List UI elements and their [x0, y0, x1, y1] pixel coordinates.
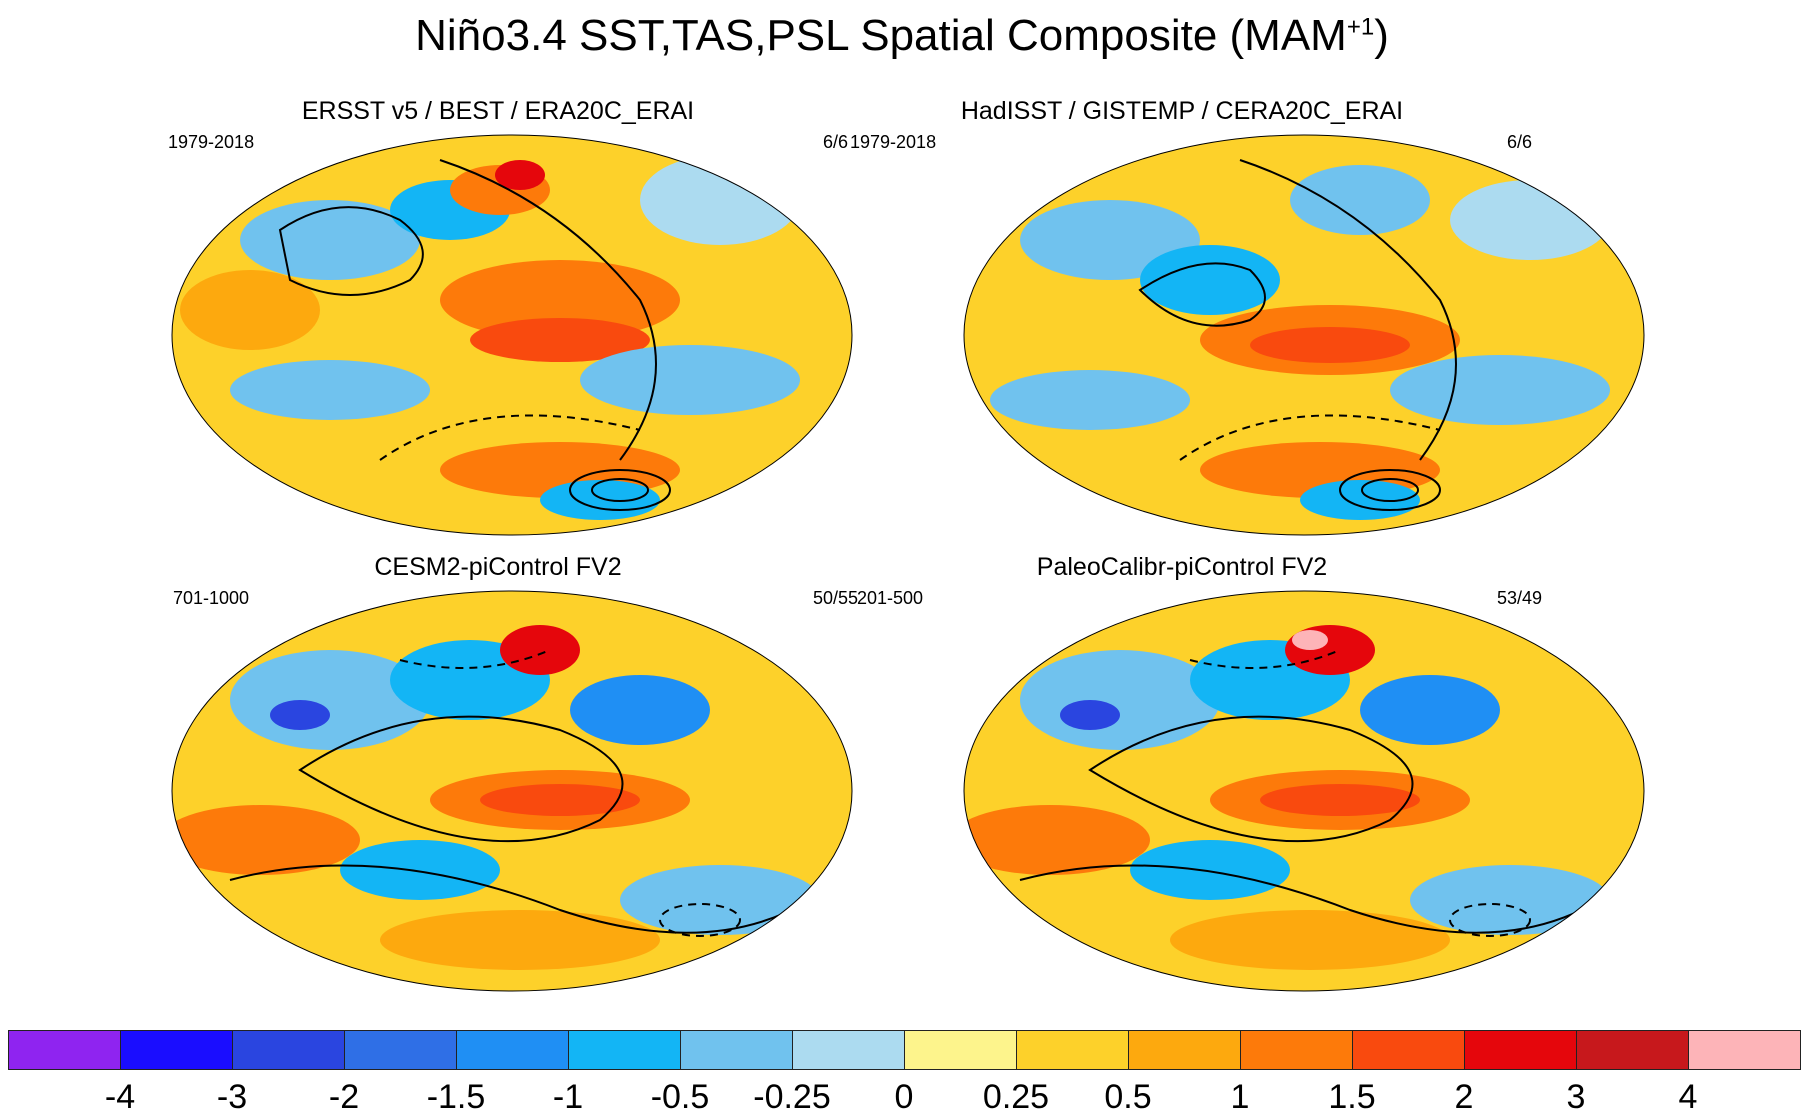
panel-ersst: ERSST v5 / BEST / ERA20C_ERAI 1979-2018 … [148, 96, 848, 546]
colorbar-label: 0.25 [982, 1078, 1050, 1116]
colorbar-swatch [1576, 1030, 1689, 1070]
colorbar-label: 3 [1566, 1078, 1586, 1116]
panel-hadisst: HadISST / GISTEMP / CERA20C_ERAI 1979-20… [832, 96, 1532, 546]
colorbar [8, 1030, 1801, 1072]
panel-title: CESM2-piControl FV2 [374, 553, 622, 581]
colorbar-label: -4 [104, 1078, 136, 1116]
colorbar-label: 0.5 [1104, 1078, 1152, 1116]
colorbar-swatch [680, 1030, 793, 1070]
colorbar-label: -0.25 [753, 1078, 831, 1116]
colorbar-label: 1.5 [1328, 1078, 1376, 1116]
colorbar-label: 1 [1230, 1078, 1250, 1116]
colorbar-swatch [8, 1030, 121, 1070]
panel-years: 701-1000 [173, 588, 250, 608]
panel-count: 53/49 [1496, 588, 1542, 608]
colorbar-label: -3 [216, 1078, 248, 1116]
colorbar-swatch [904, 1030, 1017, 1070]
colorbar-swatch [456, 1030, 569, 1070]
colorbar-label: 2 [1454, 1078, 1474, 1116]
colorbar-label: -1 [552, 1078, 584, 1116]
panel-years: 201-500 [857, 588, 924, 608]
colorbar-swatch [792, 1030, 905, 1070]
colorbar-swatch [1128, 1030, 1241, 1070]
colorbar-swatch [1688, 1030, 1801, 1070]
panel-title: HadISST / GISTEMP / CERA20C_ERAI [960, 97, 1404, 125]
colorbar-swatch [120, 1030, 233, 1070]
colorbar-label: -1.5 [426, 1078, 486, 1116]
colorbar-swatch [568, 1030, 681, 1070]
colorbar-swatch [344, 1030, 457, 1070]
panel-years: 1979-2018 [850, 132, 937, 152]
colorbar-swatch [1464, 1030, 1577, 1070]
panel-years: 1979-2018 [168, 132, 255, 152]
figure-title-text: Niño3.4 SST,TAS,PSL Spatial Composite (M… [415, 11, 1347, 60]
colorbar-label: 0 [894, 1078, 914, 1116]
figure-title-superscript: +1 [1346, 13, 1375, 41]
colorbar-swatch [1016, 1030, 1129, 1070]
colorbar-label: 4 [1678, 1078, 1698, 1116]
panel-paleocalibr: PaleoCalibr-piControl FV2 201-500 53/49 [832, 552, 1542, 1002]
panel-cesm2: CESM2-piControl FV2 701-1000 50/55 [148, 552, 858, 1002]
colorbar-swatch [1240, 1030, 1353, 1070]
colorbar-label: -2 [328, 1078, 360, 1116]
panel-title: PaleoCalibr-piControl FV2 [1036, 553, 1328, 581]
colorbar-swatch [232, 1030, 345, 1070]
panel-count: 6/6 [1506, 132, 1532, 152]
figure-title-close: ) [1374, 11, 1389, 60]
colorbar-label: -0.5 [650, 1078, 710, 1116]
colorbar-swatch [1352, 1030, 1465, 1070]
panel-title: ERSST v5 / BEST / ERA20C_ERAI [301, 97, 695, 125]
figure-title: Niño3.4 SST,TAS,PSL Spatial Composite (M… [0, 8, 1804, 64]
